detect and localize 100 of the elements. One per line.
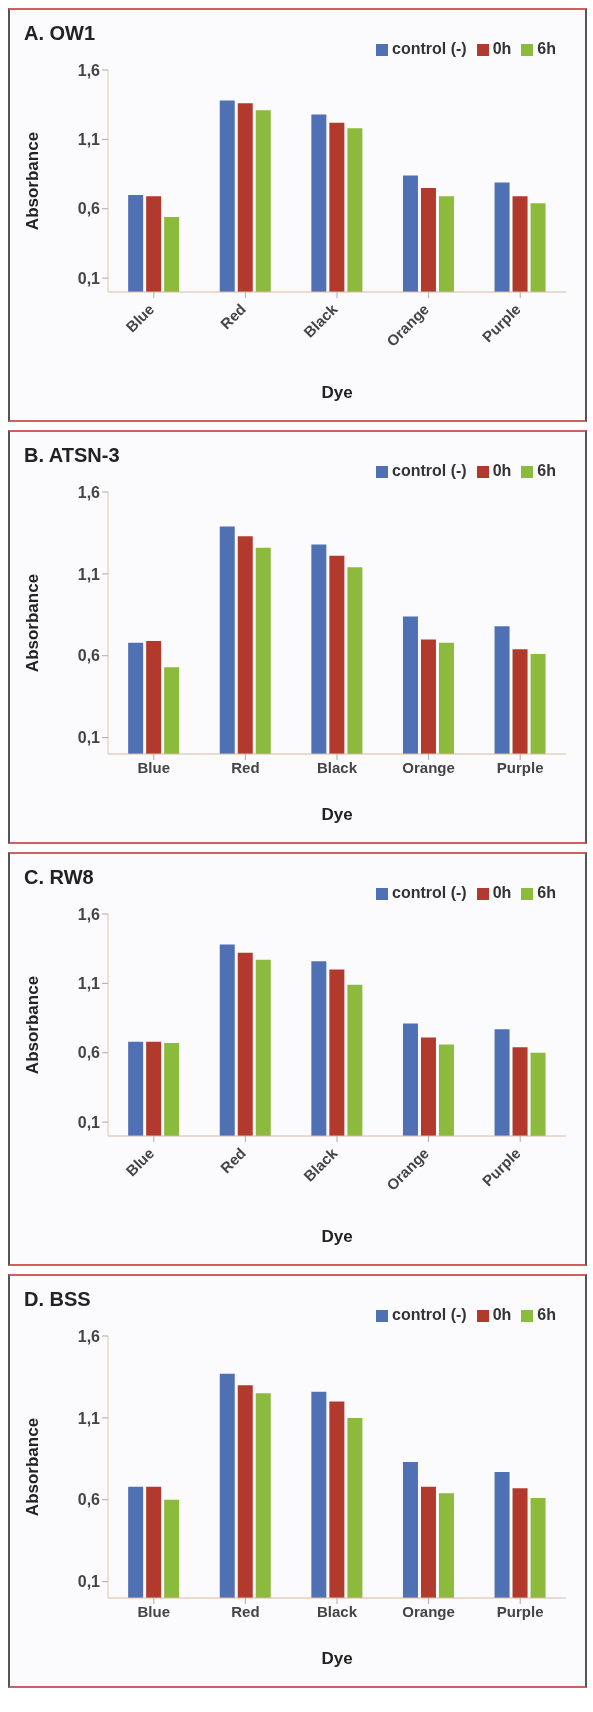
legend-label: control (-) bbox=[392, 884, 467, 901]
bar bbox=[311, 1391, 327, 1598]
y-tick-label: 0,1 bbox=[77, 269, 101, 287]
y-tick-label: 1,1 bbox=[77, 975, 101, 993]
bar bbox=[347, 567, 363, 754]
y-tick-label: 0,6 bbox=[77, 647, 101, 665]
y-tick-label: 1,6 bbox=[77, 905, 101, 923]
bar bbox=[219, 526, 235, 754]
bar bbox=[146, 1041, 162, 1136]
bar bbox=[146, 196, 162, 292]
bar bbox=[255, 547, 271, 754]
bar bbox=[146, 1486, 162, 1598]
bar bbox=[237, 536, 253, 754]
x-tick-label: Black bbox=[316, 1602, 358, 1620]
chart-title: C. RW8 bbox=[24, 866, 94, 889]
bar bbox=[530, 654, 546, 754]
x-tick-label: Blue bbox=[137, 1602, 171, 1620]
bar bbox=[255, 1393, 271, 1598]
x-axis-title: Dye bbox=[321, 1649, 353, 1668]
x-tick-label: Orange bbox=[402, 1602, 455, 1620]
y-tick-label: 0,6 bbox=[77, 1491, 101, 1509]
bar bbox=[402, 175, 418, 292]
bar bbox=[311, 961, 327, 1136]
y-tick-label: 0,6 bbox=[77, 200, 101, 218]
bar bbox=[329, 122, 345, 292]
bar bbox=[420, 1486, 436, 1598]
bar bbox=[311, 114, 327, 292]
x-axis-title: Dye bbox=[321, 1227, 353, 1246]
legend-label: control (-) bbox=[392, 40, 467, 57]
bar bbox=[420, 187, 436, 292]
bar bbox=[347, 984, 363, 1136]
y-tick-label: 1,6 bbox=[77, 483, 101, 501]
x-tick-label: Purple bbox=[496, 758, 544, 776]
bar bbox=[347, 1417, 363, 1598]
bar bbox=[494, 626, 510, 754]
bar bbox=[237, 952, 253, 1136]
bar bbox=[438, 1493, 454, 1598]
bar bbox=[530, 1052, 546, 1136]
bar bbox=[494, 1029, 510, 1136]
legend-label: 0h bbox=[492, 462, 512, 479]
bar bbox=[146, 641, 162, 754]
bar bbox=[438, 1044, 454, 1136]
legend-label: control (-) bbox=[392, 1306, 467, 1323]
x-tick-label: Red bbox=[231, 758, 260, 776]
bar bbox=[237, 103, 253, 292]
bar bbox=[530, 1498, 546, 1598]
y-tick-label: 0,1 bbox=[77, 1573, 101, 1591]
bar bbox=[438, 642, 454, 754]
legend-label: 0h bbox=[492, 1306, 512, 1323]
bar bbox=[512, 649, 528, 754]
y-tick-label: 1,6 bbox=[77, 61, 101, 79]
bar bbox=[164, 217, 180, 292]
bar bbox=[494, 1471, 510, 1598]
y-tick-label: 1,1 bbox=[77, 131, 101, 149]
bar bbox=[237, 1385, 253, 1598]
y-axis-title: Absorbance bbox=[23, 975, 43, 1075]
bar bbox=[329, 1401, 345, 1598]
x-axis-title: Dye bbox=[321, 383, 353, 402]
chart-title: D. BSS bbox=[24, 1288, 91, 1311]
y-axis-title: Absorbance bbox=[23, 131, 43, 231]
y-axis-title: Absorbance bbox=[23, 573, 43, 673]
bar bbox=[329, 555, 345, 754]
bar bbox=[219, 100, 235, 292]
bar bbox=[347, 128, 363, 292]
bar bbox=[311, 544, 327, 754]
y-tick-label: 0,1 bbox=[77, 1113, 101, 1131]
bar bbox=[128, 642, 144, 754]
y-tick-label: 0,1 bbox=[77, 729, 101, 747]
legend-label: 6h bbox=[537, 884, 556, 901]
x-axis-title: Dye bbox=[321, 805, 353, 824]
bar bbox=[530, 203, 546, 292]
x-tick-label: Orange bbox=[402, 758, 455, 776]
legend-label: control (-) bbox=[392, 462, 467, 479]
x-tick-label: Purple bbox=[496, 1602, 544, 1620]
legend-label: 0h bbox=[492, 40, 512, 57]
bar bbox=[402, 1023, 418, 1136]
x-tick-label: Blue bbox=[137, 758, 171, 776]
x-tick-label: Red bbox=[231, 1602, 260, 1620]
bar bbox=[255, 959, 271, 1136]
bar bbox=[128, 1486, 144, 1598]
bar bbox=[420, 1037, 436, 1136]
bar bbox=[512, 1047, 528, 1136]
bar bbox=[402, 616, 418, 754]
bar bbox=[512, 1488, 528, 1598]
bar bbox=[164, 667, 180, 754]
bar bbox=[164, 1499, 180, 1598]
chart-title: A. OW1 bbox=[24, 22, 96, 45]
bar bbox=[164, 1043, 180, 1136]
legend-label: 0h bbox=[492, 884, 512, 901]
y-tick-label: 0,6 bbox=[77, 1044, 101, 1062]
bar bbox=[219, 944, 235, 1136]
bar bbox=[219, 1373, 235, 1598]
bar bbox=[512, 196, 528, 292]
y-axis-title: Absorbance bbox=[23, 1417, 43, 1517]
y-tick-label: 1,6 bbox=[77, 1327, 101, 1345]
y-tick-label: 1,1 bbox=[77, 565, 101, 583]
y-tick-label: 1,1 bbox=[77, 1409, 101, 1427]
chart-title: B. ATSN-3 bbox=[24, 444, 120, 467]
x-tick-label: Black bbox=[316, 758, 358, 776]
legend-label: 6h bbox=[537, 462, 556, 479]
